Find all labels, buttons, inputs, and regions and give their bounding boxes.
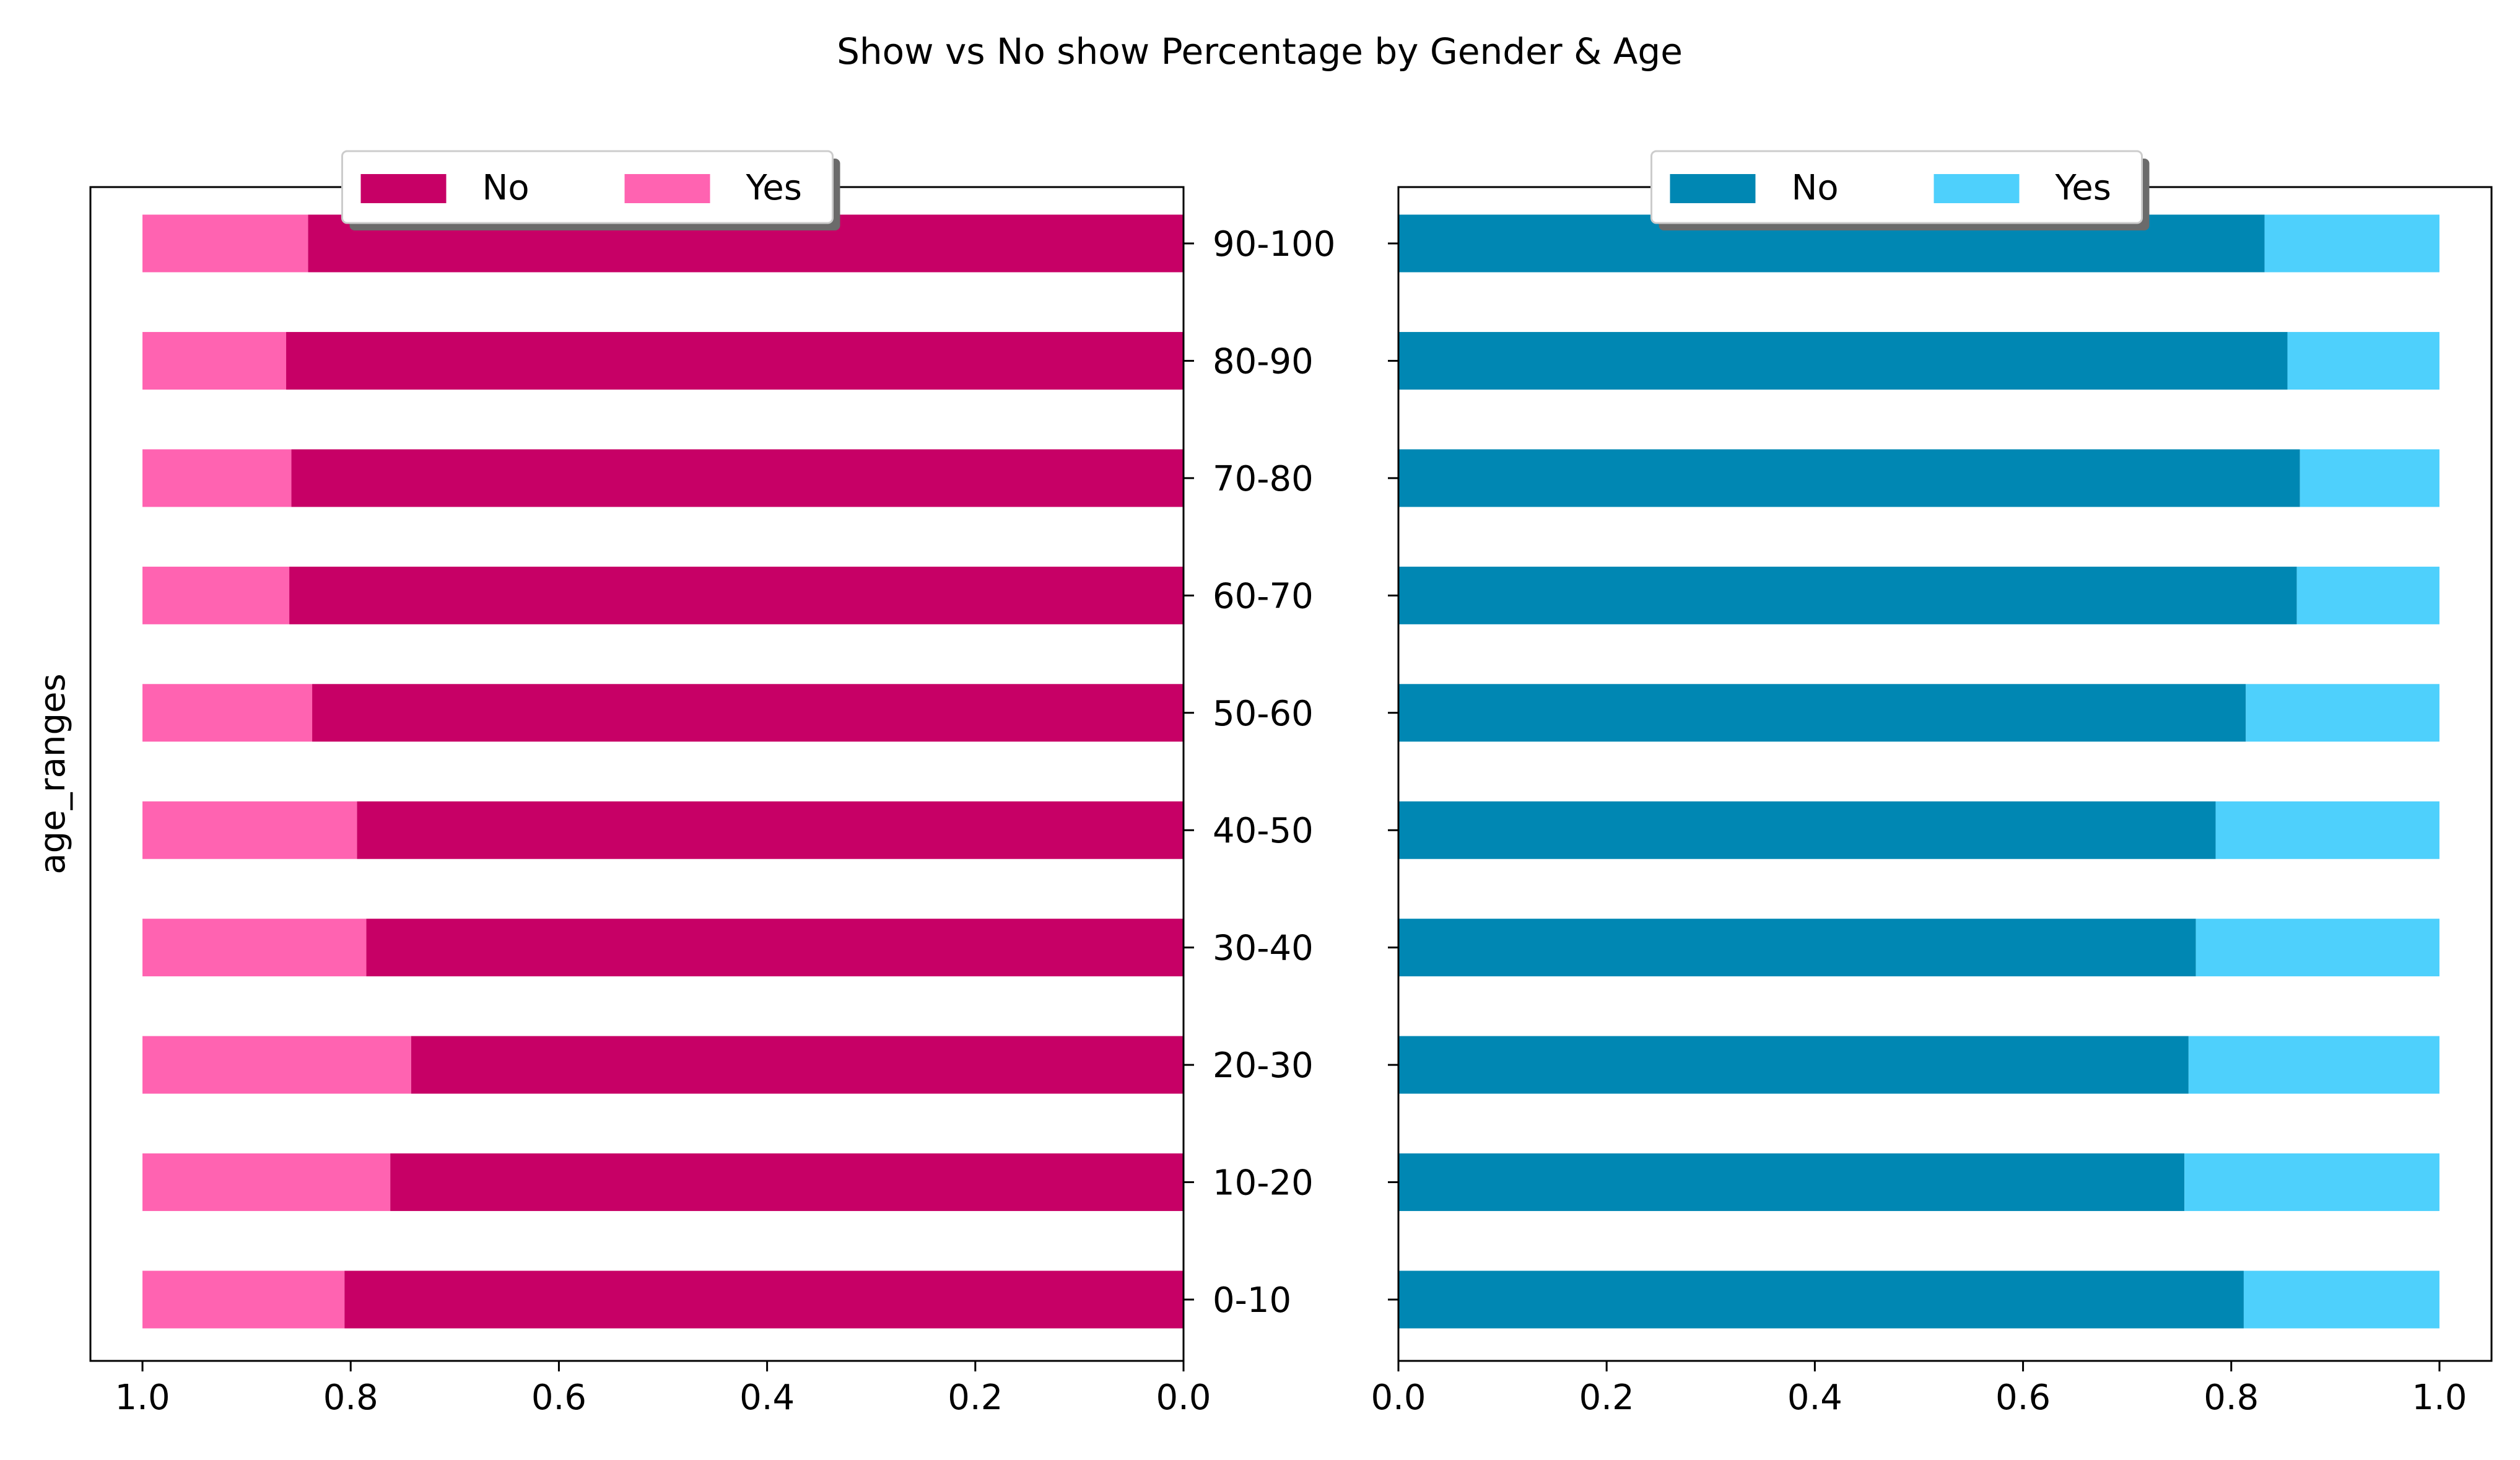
- right-legend-label-no: No: [1792, 168, 1839, 208]
- right-xtick-label: 0.6: [1995, 1378, 2051, 1418]
- category-label: 90-100: [1213, 224, 1335, 264]
- left-xtick-label: 0.4: [739, 1378, 795, 1418]
- left-bar-no-60-70: [289, 566, 1184, 624]
- right-bar-no-40-50: [1398, 801, 2216, 859]
- category-label: 50-60: [1213, 694, 1314, 734]
- right-xtick-label: 0.8: [2204, 1378, 2259, 1418]
- left-legend-label-no: No: [482, 168, 530, 208]
- right-xtick-label: 1.0: [2412, 1378, 2467, 1418]
- left-legend-swatch-no: [360, 174, 447, 203]
- right-bar-yes-70-80: [2300, 449, 2439, 507]
- right-bar-no-30-40: [1398, 919, 2196, 977]
- left-bar-no-80-90: [286, 331, 1184, 390]
- category-label: 0-10: [1213, 1280, 1291, 1321]
- chart-title: Show vs No show Percentage by Gender & A…: [837, 30, 1683, 72]
- right-xtick-label: 0.0: [1371, 1378, 1426, 1418]
- right-legend-swatch-yes: [1934, 174, 2020, 203]
- left-bar-yes-70-80: [142, 449, 292, 507]
- left-xtick-label: 0.8: [323, 1378, 378, 1418]
- left-bar-yes-30-40: [142, 919, 367, 977]
- category-label: 10-20: [1213, 1163, 1314, 1204]
- category-label: 20-30: [1213, 1046, 1314, 1086]
- left-legend-box: [341, 150, 834, 224]
- right-bar-no-70-80: [1398, 449, 2300, 507]
- category-label: 40-50: [1213, 811, 1314, 851]
- right-bar-yes-20-30: [2188, 1036, 2439, 1094]
- left-bar-no-30-40: [366, 919, 1184, 977]
- right-bar-no-10-20: [1398, 1153, 2185, 1212]
- category-label: 30-40: [1213, 929, 1314, 969]
- category-label: 70-80: [1213, 459, 1314, 499]
- right-legend-label-yes: Yes: [2055, 168, 2111, 208]
- left-xtick-label: 0.6: [531, 1378, 586, 1418]
- left-bar-yes-80-90: [142, 331, 287, 390]
- left-bar-yes-90-100: [142, 214, 308, 273]
- category-label: 60-70: [1213, 576, 1314, 616]
- left-bar-no-20-30: [411, 1036, 1184, 1094]
- right-xtick-label: 0.2: [1579, 1378, 1634, 1418]
- right-legend-box: [1650, 150, 2143, 224]
- left-bar-yes-60-70: [142, 566, 290, 624]
- right-bar-yes-30-40: [2195, 919, 2439, 977]
- left-bar-no-40-50: [357, 801, 1184, 859]
- left-bar-no-0-10: [344, 1270, 1184, 1329]
- left-bar-yes-10-20: [142, 1153, 391, 1212]
- right-xtick-label: 0.4: [1787, 1378, 1842, 1418]
- right-bar-yes-0-10: [2243, 1270, 2439, 1329]
- left-bar-yes-0-10: [142, 1270, 345, 1329]
- right-bar-yes-80-90: [2287, 331, 2439, 390]
- left-bar-no-50-60: [312, 684, 1184, 742]
- right-bar-yes-90-100: [2264, 214, 2439, 273]
- left-bar-yes-50-60: [142, 684, 313, 742]
- right-legend-swatch-no: [1670, 174, 1756, 203]
- right-bar-yes-40-50: [2215, 801, 2439, 859]
- chart-layer: 0.0 0.2 0.4 0.6 0.8 1.0 0-10 10-20 20-30 30-40 40-…: [33, 150, 2493, 1418]
- right-bar-no-0-10: [1398, 1270, 2244, 1329]
- right-bar-yes-10-20: [2184, 1153, 2439, 1212]
- right-bar-no-80-90: [1398, 331, 2288, 390]
- right-bar-no-50-60: [1398, 684, 2246, 742]
- right-bar-yes-50-60: [2246, 684, 2439, 742]
- right-bar-no-20-30: [1398, 1036, 2189, 1094]
- left-bar-no-70-80: [291, 449, 1184, 507]
- right-bar-yes-60-70: [2296, 566, 2439, 624]
- category-label: 80-90: [1213, 341, 1314, 382]
- left-ylabel: age_ranges: [33, 673, 73, 874]
- left-xtick-label: 1.0: [115, 1378, 170, 1418]
- left-xtick-label: 0.0: [1156, 1378, 1211, 1418]
- left-legend-swatch-yes: [624, 174, 710, 203]
- left-bar-yes-20-30: [142, 1036, 411, 1094]
- left-bar-yes-40-50: [142, 801, 357, 859]
- left-xtick-label: 0.2: [948, 1378, 1003, 1418]
- right-bar-no-60-70: [1398, 566, 2297, 624]
- left-bar-no-10-20: [390, 1153, 1184, 1212]
- left-legend-label-yes: Yes: [746, 168, 802, 208]
